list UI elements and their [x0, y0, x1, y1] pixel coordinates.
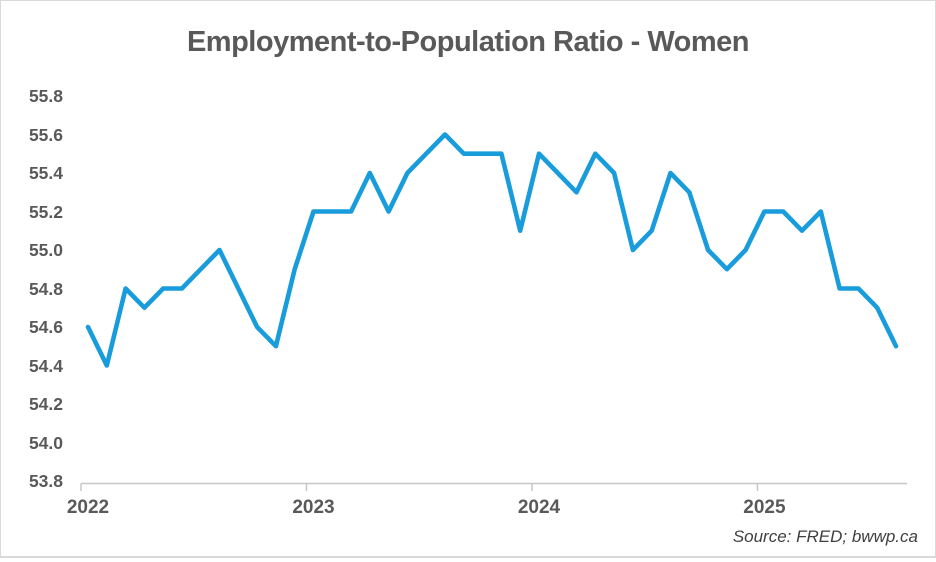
y-tick-label-53.8: 53.8: [28, 471, 63, 491]
source-note: Source: FRED; bwwp.ca: [732, 527, 918, 546]
chart-title: Employment-to-Population Ratio - Women: [186, 26, 750, 58]
y-tick-label-55.8: 55.8: [28, 86, 63, 106]
employment-ratio-data-line: [85, 132, 899, 368]
x-tick-label-2024: 2024: [517, 497, 561, 518]
y-tick-label-54.6: 54.6: [28, 317, 63, 337]
x-tick-label-2025: 2025: [743, 497, 786, 518]
y-tick-label-55.0: 55.0: [28, 240, 63, 260]
y-tick-label-54.2: 54.2: [28, 394, 63, 414]
y-tick-label-55.4: 55.4: [28, 163, 63, 183]
y-tick-label-55.6: 55.6: [28, 124, 63, 145]
y-tick-label-54.8: 54.8: [28, 278, 63, 299]
x-tick-label-2023: 2023: [292, 497, 335, 518]
y-tick-label-54.0: 54.0: [28, 432, 63, 453]
x-tick-label-2022: 2022: [66, 497, 110, 518]
y-tick-label-55.2: 55.2: [28, 201, 63, 222]
y-tick-label-54.4: 54.4: [28, 355, 63, 376]
bottom-divider-line: [0, 556, 936, 558]
